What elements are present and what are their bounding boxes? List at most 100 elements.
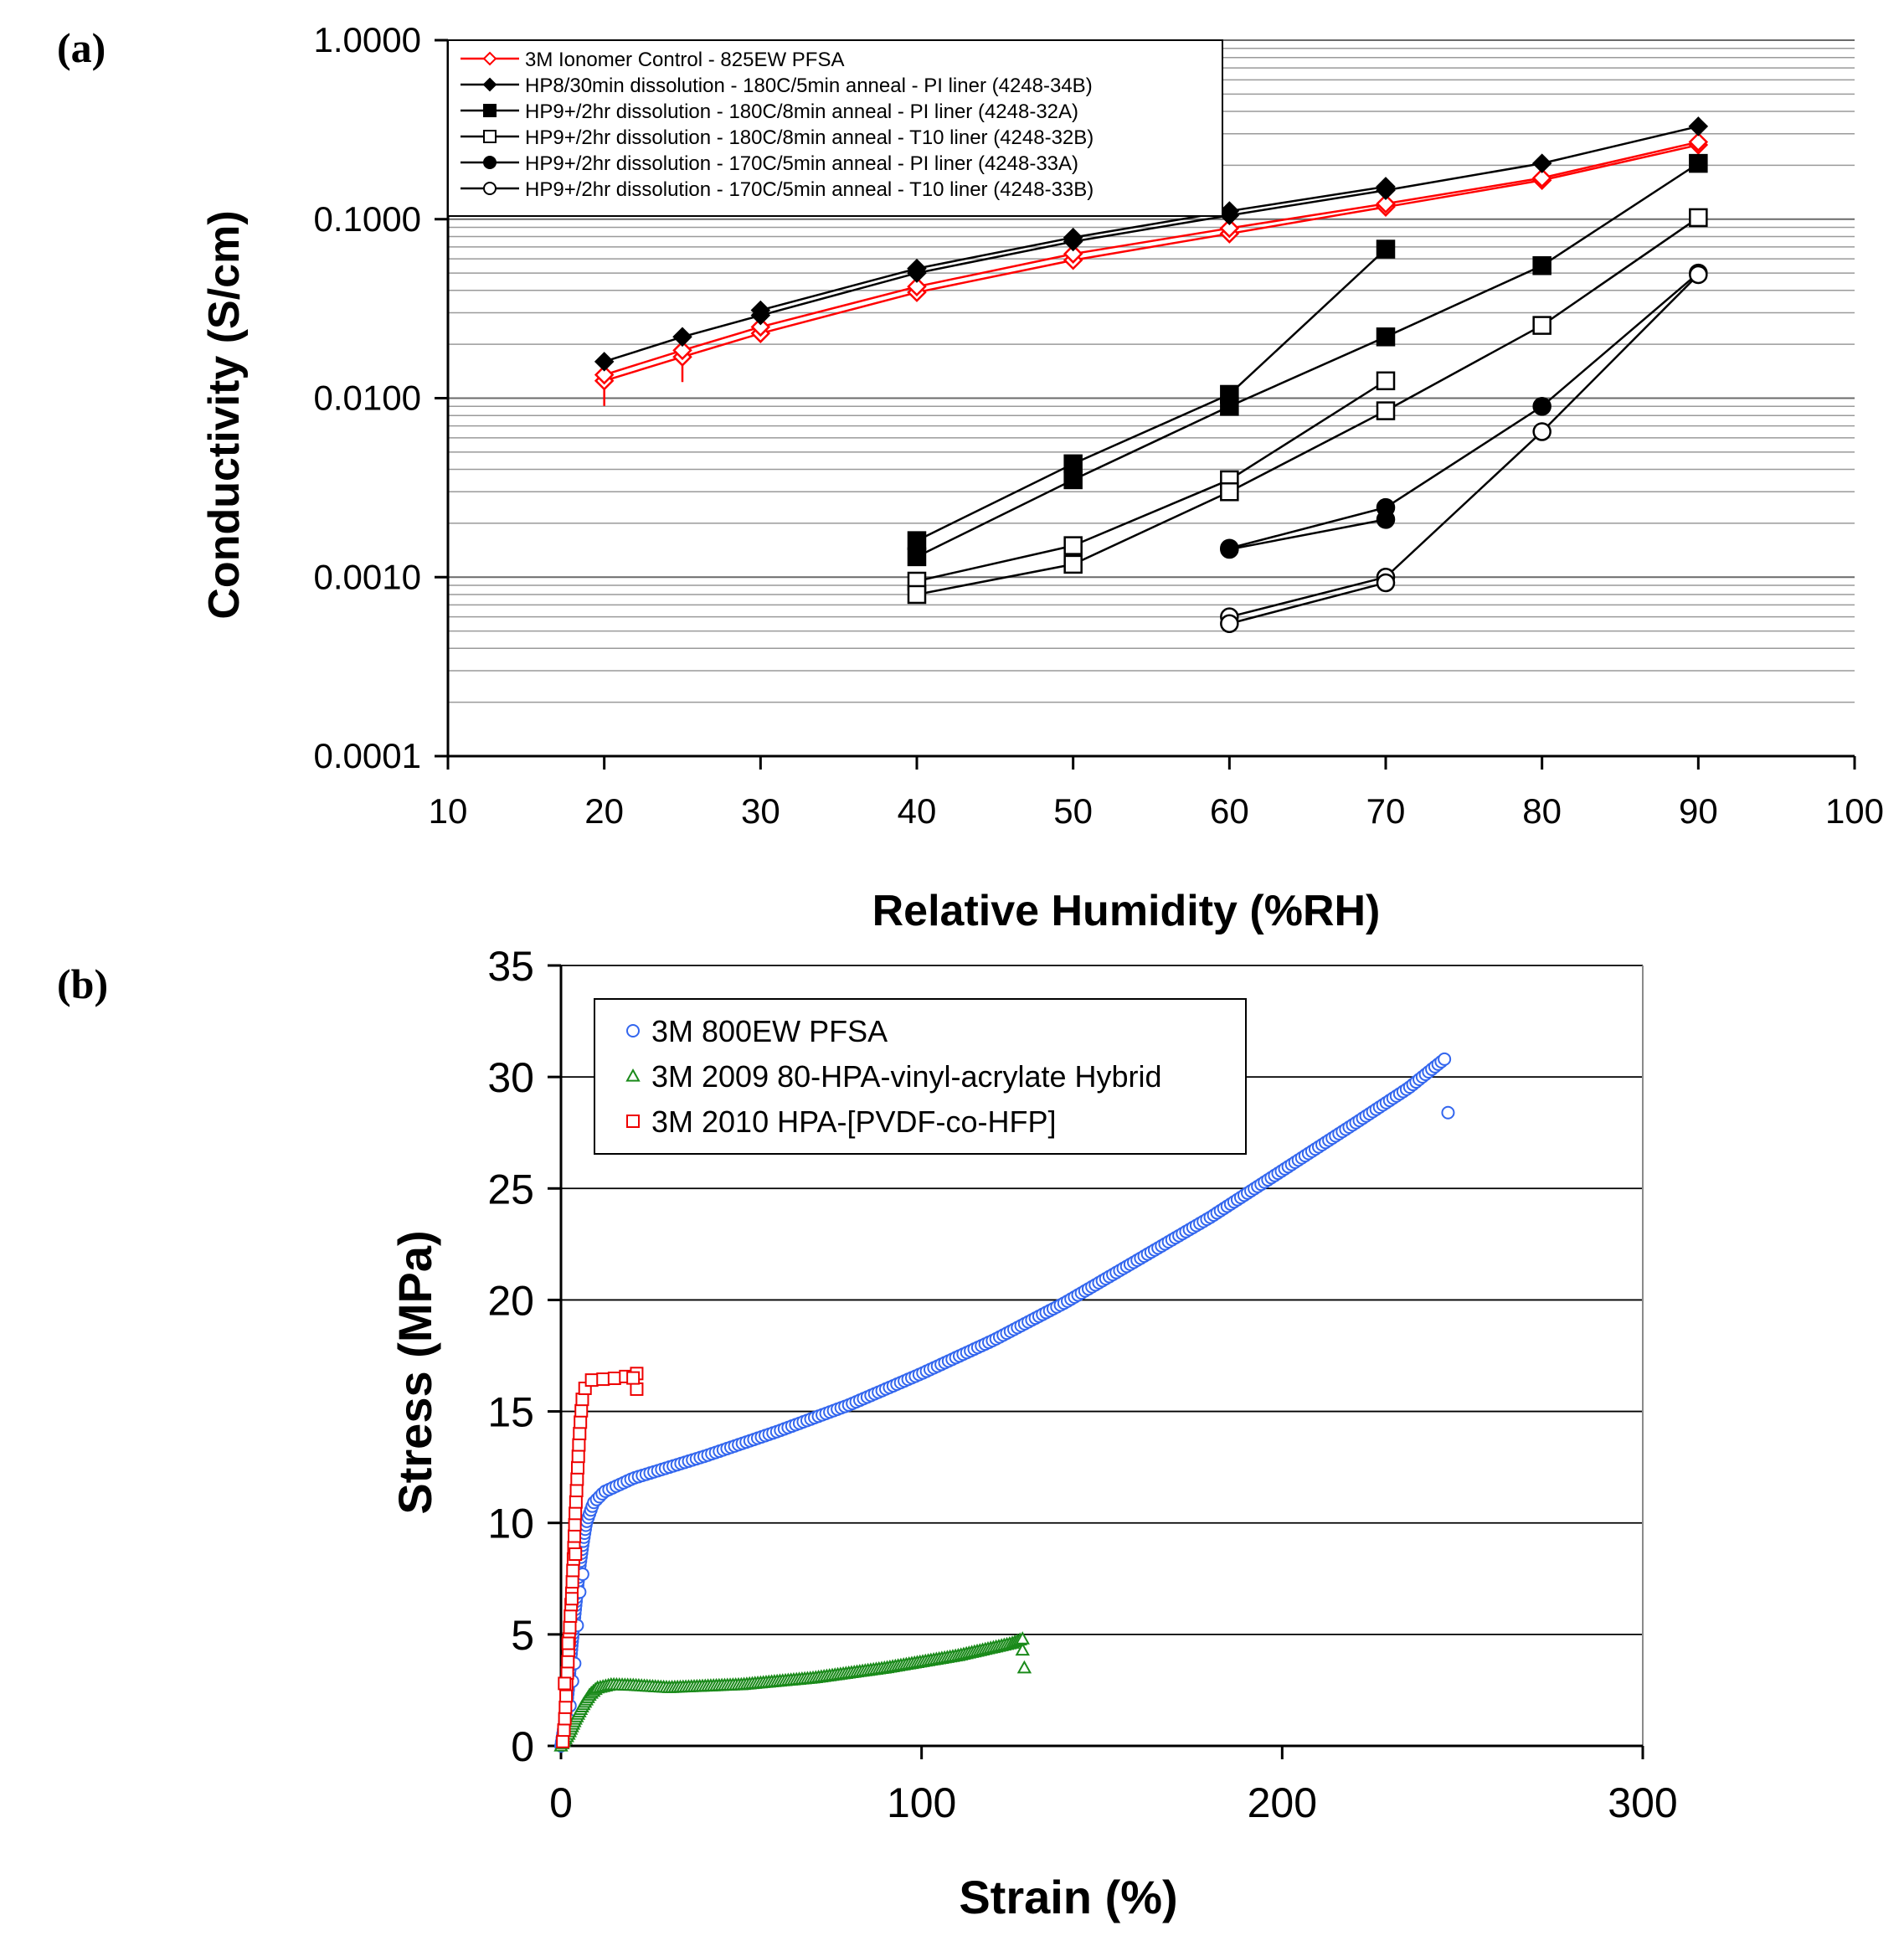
x-tick-label-a: 50 (1053, 791, 1093, 831)
series-line (1229, 518, 1387, 551)
data-point (1532, 316, 1552, 335)
data-point (568, 1517, 582, 1532)
series-line (916, 379, 1387, 583)
data-point (572, 1438, 586, 1452)
data-point (1220, 397, 1239, 416)
data-point (1689, 208, 1708, 228)
series-line (916, 162, 1700, 559)
data-point (750, 317, 771, 337)
data-point (569, 1506, 583, 1521)
y-axis-label-a: Conductivity (S/cm) (200, 210, 249, 619)
data-point (569, 1547, 583, 1561)
legend-marker (483, 182, 497, 195)
x-tick-label-b: 0 (549, 1779, 573, 1826)
data-point (1016, 1660, 1032, 1674)
y-tick-label-b: 30 (487, 1054, 534, 1101)
series-a-6 (1220, 265, 1708, 633)
legend-marker (483, 156, 497, 169)
x-tick-label-b: 300 (1608, 1779, 1677, 1826)
data-point (574, 1415, 588, 1429)
data-point (1063, 470, 1083, 490)
series-line (1229, 274, 1700, 618)
panel-label-b: (b) (57, 960, 108, 1007)
data-point (1063, 536, 1083, 555)
chart-a: 0.0001 0.0010 0.0100 0.1000 1.0000 10 20 30 40 50… (200, 20, 1884, 935)
y-axis-label-b: Stress (MPa) (389, 1230, 441, 1514)
series-a-1 (594, 131, 1709, 406)
data-point (1063, 554, 1083, 574)
data-point (1219, 218, 1240, 239)
data-point (907, 547, 927, 567)
data-point (558, 1676, 572, 1691)
legend-box-b (594, 998, 1247, 1155)
legend-marker (625, 1068, 641, 1082)
data-point (1063, 227, 1083, 248)
data-point (574, 1403, 589, 1418)
data-point (1376, 371, 1396, 391)
data-point (1688, 131, 1709, 152)
legend-a: 3M Ionomer Control - 825EW PFSA HP8/30min… (447, 39, 1223, 217)
legend-marker (626, 1024, 640, 1037)
data-point (1063, 454, 1083, 474)
data-point (1531, 167, 1552, 188)
data-point (594, 364, 615, 385)
data-point (566, 1563, 580, 1578)
data-point (570, 1472, 584, 1486)
data-point (569, 1484, 584, 1498)
y-tick-label-a: 1.0000 (314, 20, 421, 59)
x-tick-label-a: 40 (898, 791, 937, 831)
y-tick-label-b: 25 (487, 1166, 534, 1212)
legend-marker (482, 77, 497, 92)
legend-marker (482, 51, 497, 66)
x-tick-label-a: 90 (1679, 791, 1718, 831)
data-point (907, 531, 927, 550)
data-point (1532, 397, 1552, 416)
series-line (916, 248, 1387, 542)
x-tick-label-a: 70 (1366, 791, 1406, 831)
data-point (561, 1655, 575, 1669)
legend-marker (483, 104, 497, 117)
x-tick-label-a: 10 (429, 791, 468, 831)
data-point (1220, 539, 1239, 559)
legend-label-a-6: HP9+/2hr dissolution - 170C/5min anneal … (525, 178, 1094, 201)
x-axis-label-a: Relative Humidity (%RH) (872, 887, 1381, 935)
legend-label-a-2: HP8/30min dissolution - 180C/5min anneal… (525, 75, 1093, 97)
data-point (626, 1371, 641, 1385)
legend-marker (626, 1115, 640, 1128)
data-point (1376, 573, 1396, 593)
legend-label-b-1: 3M 800EW PFSA (651, 1014, 888, 1048)
series-line (1229, 581, 1387, 625)
data-point (1063, 244, 1083, 264)
data-point (1219, 201, 1240, 221)
x-axis-label-b: Strain (%) (959, 1871, 1177, 1923)
x-tick-label-a: 20 (584, 791, 624, 831)
data-point (557, 1723, 571, 1738)
legend-label-a-3: HP9+/2hr dissolution - 180C/8min anneal … (525, 100, 1078, 123)
data-point (1220, 614, 1239, 633)
data-point (1688, 116, 1709, 136)
series-a-2 (594, 116, 1709, 372)
series-a-3 (907, 153, 1708, 567)
data-point (1532, 255, 1552, 275)
y-tick-label-a: 0.1000 (314, 199, 421, 239)
data-point (568, 1529, 582, 1543)
data-point (1689, 153, 1708, 173)
data-point (1376, 327, 1396, 347)
x-tick-label-a: 30 (741, 791, 780, 831)
data-point (563, 1609, 578, 1623)
y-tick-label-b: 20 (487, 1277, 534, 1324)
y-tick-label-a: 0.0001 (314, 736, 421, 775)
legend-box-a (447, 39, 1223, 217)
data-point (1438, 1052, 1452, 1066)
data-point (571, 1460, 585, 1475)
legend-b: 3M 800EW PFSA 3M 2009 80-HPA-vinyl-acryla… (594, 998, 1247, 1155)
series-b-2 (553, 1631, 1032, 1752)
data-point (564, 1592, 579, 1606)
x-tick-label-b: 200 (1248, 1779, 1317, 1826)
data-point (1532, 422, 1552, 441)
data-point (1376, 510, 1396, 529)
y-tick-label-b: 5 (511, 1612, 534, 1659)
data-point (565, 1575, 579, 1589)
y-tick-label-b: 0 (511, 1723, 534, 1770)
